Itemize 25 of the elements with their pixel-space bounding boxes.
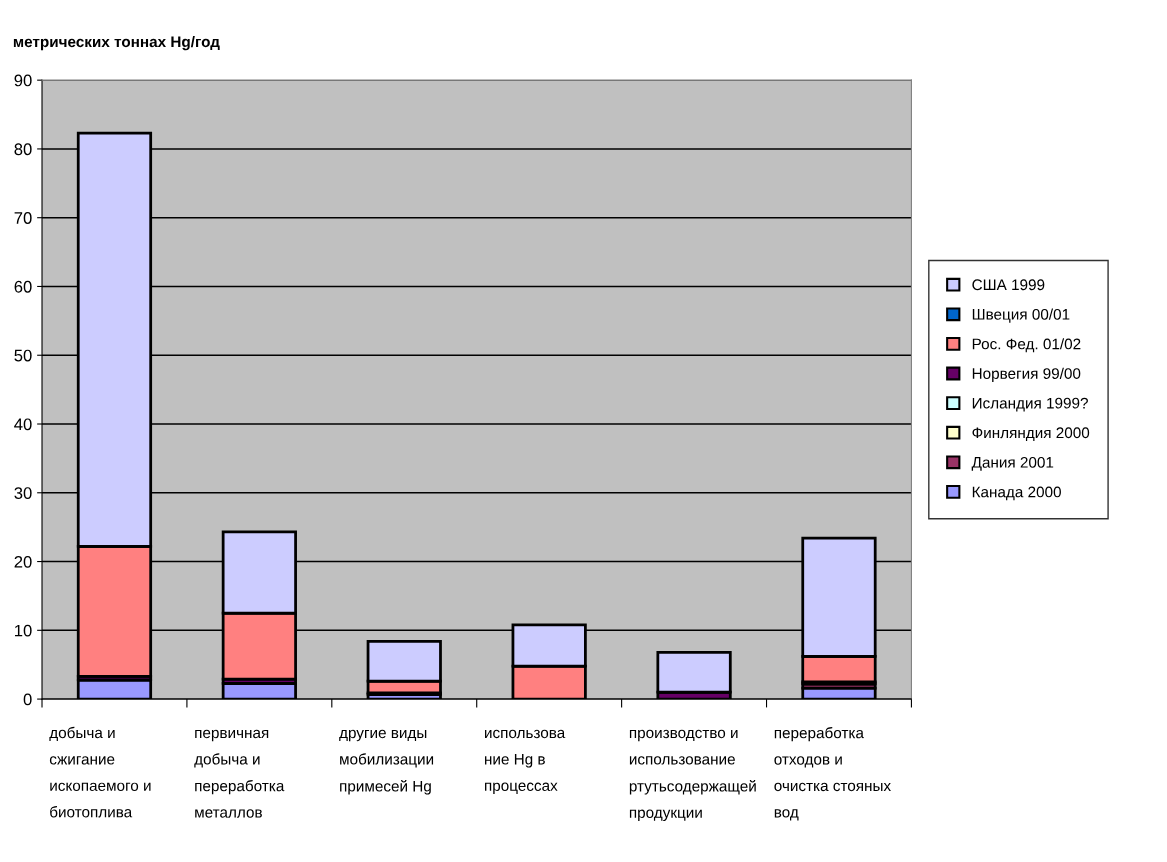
legend-label: Исландия 1999? xyxy=(972,397,1088,412)
y-tick-label: 60 xyxy=(14,280,32,293)
y-tick-label: 90 xyxy=(14,74,32,87)
legend-label: США 1999 xyxy=(972,279,1045,291)
y-tick-label: 40 xyxy=(14,418,32,431)
y-tick-label: 10 xyxy=(15,624,32,637)
x-tick-label: другие виды мобилизации примесей Hg xyxy=(339,729,434,795)
y-tick-label: 30 xyxy=(14,487,32,499)
chart-title: метрических тоннах Hg/год xyxy=(13,35,220,51)
x-tick-label: производство и использование ртутьсодержащей продукции xyxy=(629,729,756,821)
y-tick-label: 20 xyxy=(14,555,32,568)
y-tick-label: 0 xyxy=(23,693,32,706)
x-tick-label: первичная добыча и переработка металлов xyxy=(194,729,285,818)
legend-label: Норвегия 99/00 xyxy=(972,367,1081,382)
x-tick-label: переработка отходов и очистка стояных вод xyxy=(774,726,891,821)
x-tick-label: использова ние Hg в процессах xyxy=(485,729,566,795)
legend-label: Канада 2000 xyxy=(972,486,1061,501)
legend-label: Швеция 00/01 xyxy=(972,308,1070,323)
legend-label: Финляндия 2000 xyxy=(972,427,1090,442)
y-tick-label: 50 xyxy=(14,349,32,362)
y-tick-label: 80 xyxy=(14,143,32,156)
y-tick-label: 70 xyxy=(14,212,32,224)
legend-label: Дания 2001 xyxy=(971,456,1054,471)
legend-label: Рос. Фед. 01/02 xyxy=(972,338,1081,353)
x-tick-label: добыча и сжигание ископаемого и биотоплива xyxy=(49,726,151,818)
